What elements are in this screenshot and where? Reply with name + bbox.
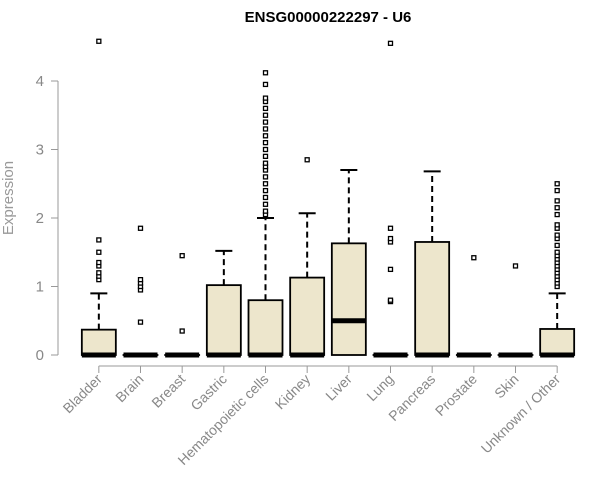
outlier-point (137, 319, 144, 325)
box-body (289, 276, 326, 356)
outlier-point (262, 70, 269, 76)
box-4 (205, 249, 242, 358)
outlier-point (96, 38, 102, 44)
boxes-group (80, 38, 576, 358)
outlier-point (262, 153, 269, 160)
x-tick-label: Lung (363, 371, 396, 404)
outlier-point (262, 187, 269, 194)
outlier-point (387, 40, 394, 46)
outlier-point (262, 95, 269, 101)
x-tick-label: Liver (322, 371, 355, 404)
outlier-point (262, 160, 269, 166)
outlier-point (387, 225, 394, 231)
outlier-point (262, 174, 269, 180)
outlier-point (554, 211, 560, 218)
outlier-point (137, 225, 144, 231)
outlier-point (554, 181, 560, 187)
y-tick-label: 4 (36, 73, 44, 90)
box-2 (122, 225, 159, 358)
outlier-point (512, 263, 519, 269)
outlier-point (262, 112, 269, 118)
outlier-point (262, 201, 269, 207)
y-axis: 0 1 2 3 4 (36, 73, 59, 364)
outlier-point (96, 237, 102, 243)
y-axis-label: Expression (0, 161, 17, 235)
outlier-point (262, 208, 269, 214)
box-6 (289, 157, 326, 358)
box-body (247, 299, 284, 356)
y-tick-label: 2 (36, 210, 44, 227)
box-body (539, 328, 576, 356)
box-body (330, 242, 367, 356)
box-1 (80, 38, 117, 358)
outlier-point (179, 328, 185, 334)
outlier-point (262, 181, 269, 187)
box-10 (455, 255, 492, 358)
outlier-point (262, 133, 269, 139)
x-tick-label: Kidney (272, 371, 314, 413)
outlier-point (554, 198, 560, 204)
outlier-point (554, 232, 560, 238)
box-12 (539, 181, 576, 358)
box-9 (414, 170, 451, 358)
x-tick-label: Brain (112, 371, 146, 405)
box-body (414, 241, 451, 356)
outlier-point (96, 249, 102, 255)
box-8 (372, 40, 409, 358)
outlier-point (262, 139, 269, 146)
outlier-point (387, 297, 394, 303)
outlier-point (471, 255, 477, 261)
box-body (80, 328, 117, 356)
outlier-point (554, 242, 560, 249)
x-tick-label: Breast (148, 371, 188, 411)
y-tick-label: 1 (36, 279, 44, 296)
y-tick-label: 0 (36, 347, 44, 364)
outlier-point (262, 126, 269, 132)
outlier-point (96, 270, 102, 276)
outlier-point (262, 119, 269, 125)
chart-title: ENSG00000222297 - U6 (245, 9, 412, 26)
box-body (205, 284, 242, 356)
outlier-point (179, 253, 185, 259)
outlier-point (387, 266, 394, 273)
outlier-point (262, 194, 269, 201)
box-5 (247, 70, 284, 358)
x-tick-label: Prostate (432, 371, 480, 419)
y-tick-label: 3 (36, 142, 44, 159)
x-tick-label: Unknown / Other (478, 371, 564, 457)
outlier-point (387, 235, 394, 242)
outlier-point (262, 146, 269, 153)
outlier-point (554, 222, 560, 228)
outlier-point (554, 249, 560, 255)
outlier-point (554, 187, 560, 194)
outlier-point (262, 81, 269, 88)
outlier-point (137, 276, 144, 283)
outlier-point (304, 157, 310, 163)
outlier-point (262, 105, 269, 112)
x-tick-label: Bladder (60, 371, 106, 417)
box-7 (330, 169, 367, 356)
box-11 (497, 263, 534, 358)
outlier-point (96, 259, 102, 266)
x-tick-label: Skin (491, 371, 522, 402)
box-3 (164, 253, 201, 358)
outlier-point (554, 205, 560, 211)
